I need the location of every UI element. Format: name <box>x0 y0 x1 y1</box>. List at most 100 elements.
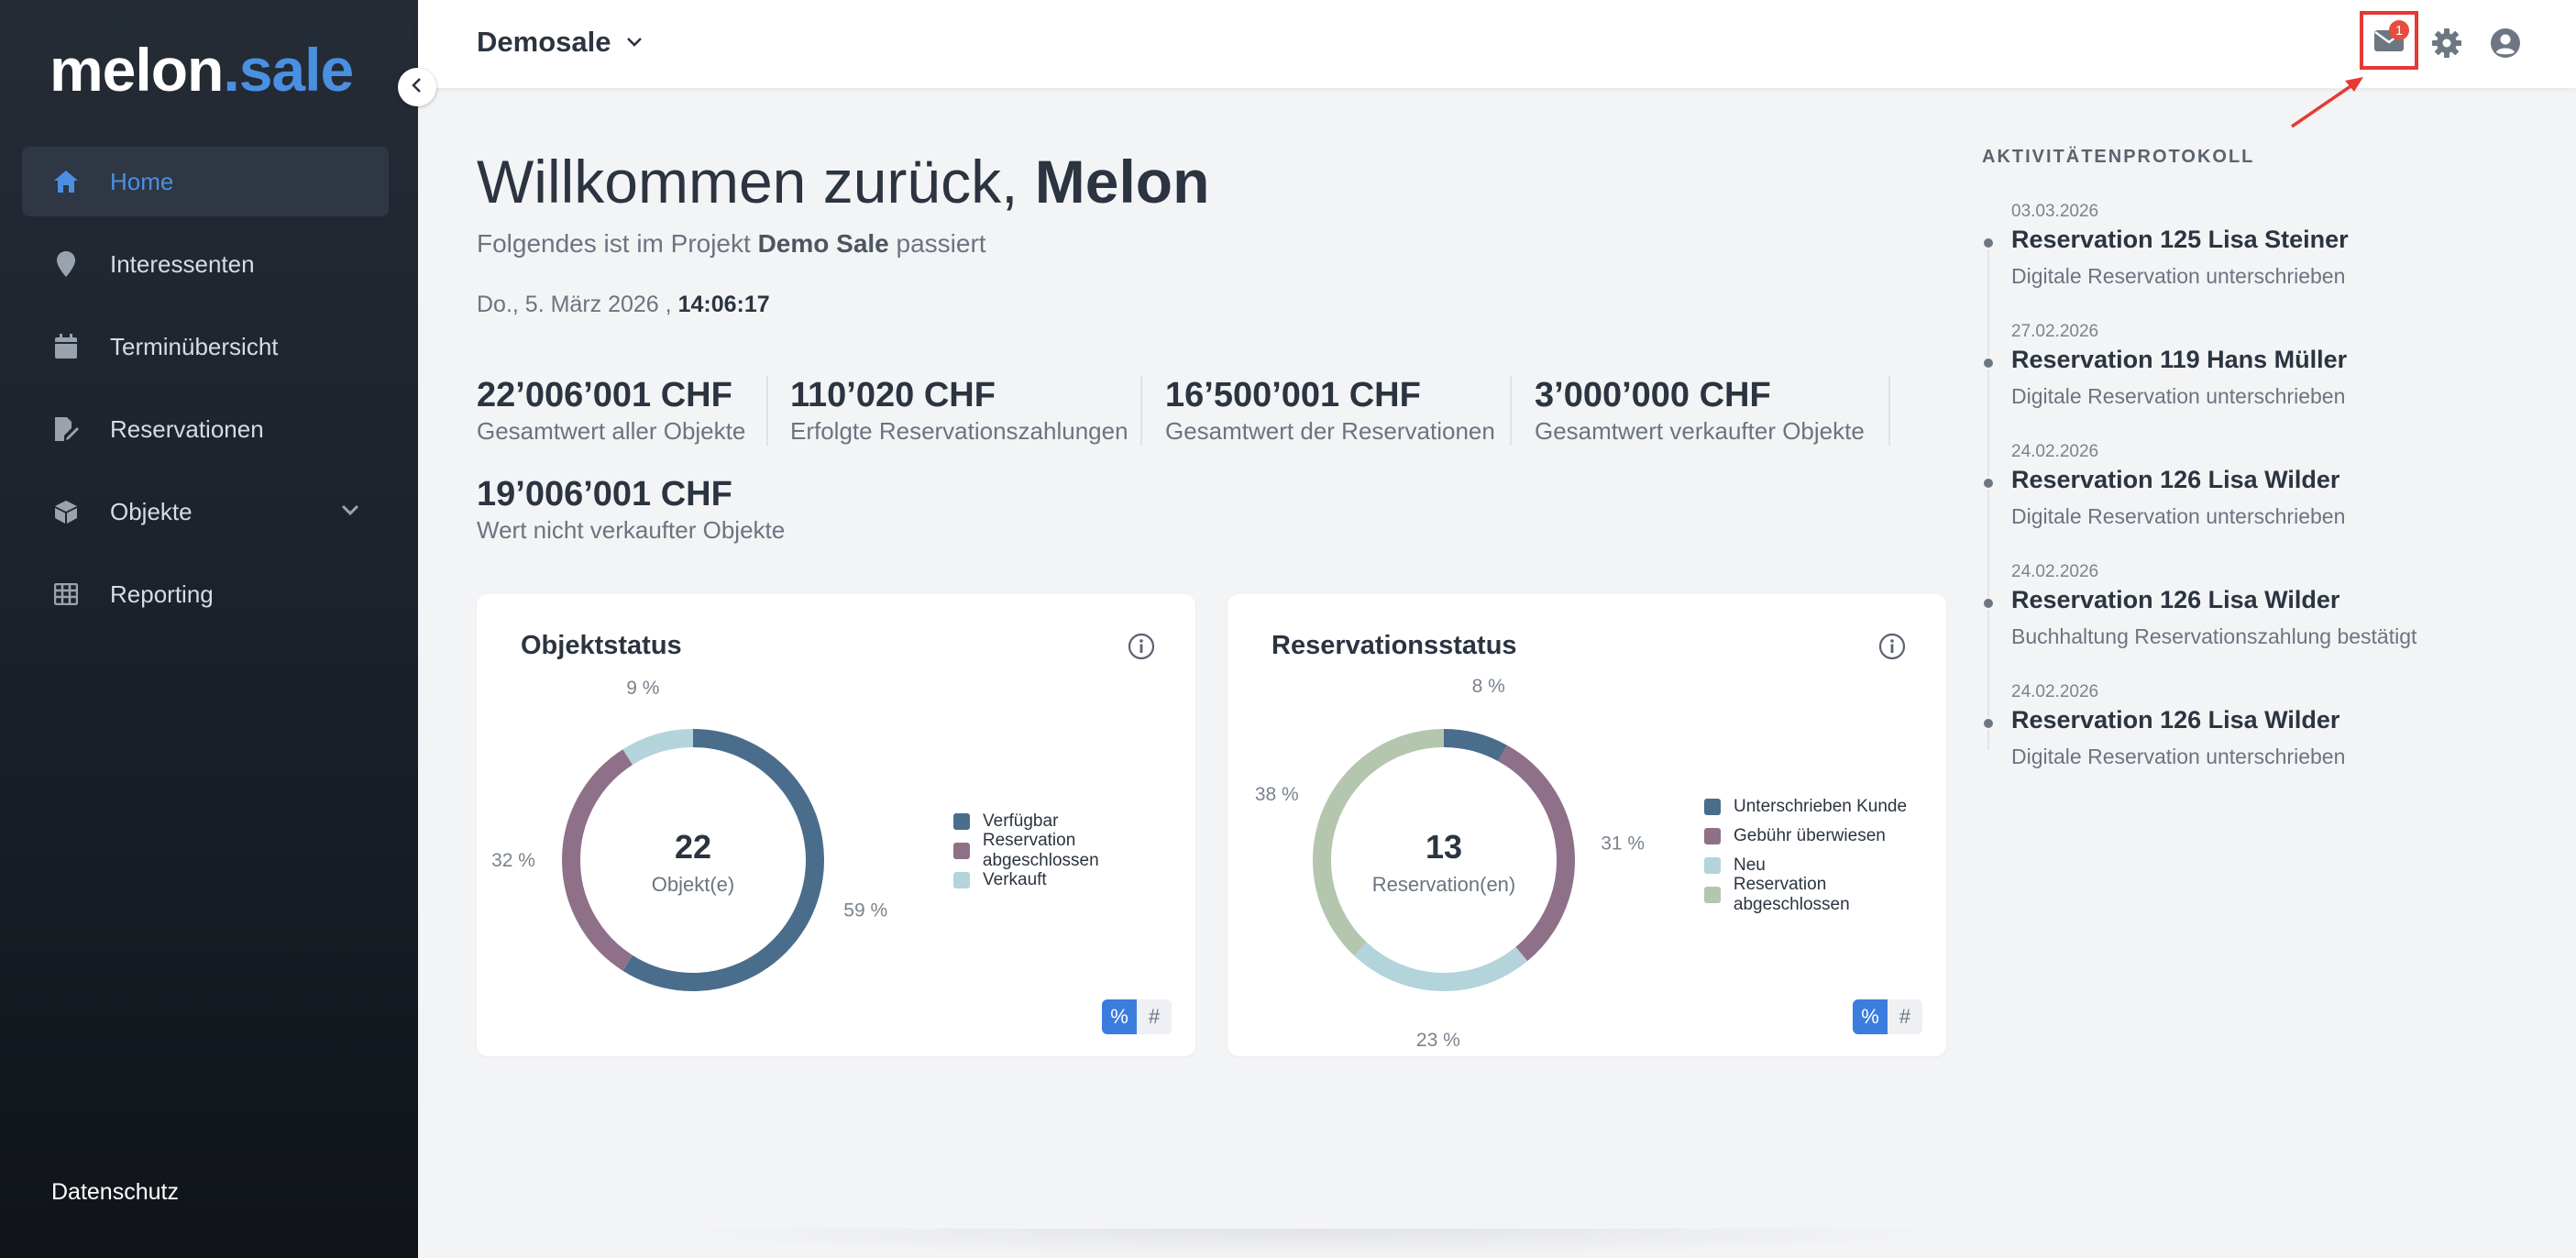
donut-center-value: 13 <box>1426 828 1462 866</box>
legend-swatch <box>1704 799 1721 815</box>
project-selector[interactable]: Demosale <box>477 26 644 59</box>
privacy-link[interactable]: Datenschutz <box>51 1179 179 1205</box>
activity-date: 24.02.2026 <box>2011 682 2099 701</box>
activity-description: Digitale Reservation unterschrieben <box>2011 264 2346 288</box>
objektstatus-donut-chart: 59 % 32 % 9 % 22 Objekt(e) <box>491 678 887 991</box>
legend-item[interactable]: Reservation abgeschlossen <box>953 831 1195 870</box>
count-toggle[interactable]: # <box>1888 999 1922 1034</box>
donut-slice[interactable] <box>1498 745 1575 962</box>
activity-title[interactable]: Reservation 119 Hans Müller <box>2011 346 2348 373</box>
chart-mode-toggle: % # <box>1853 999 1922 1034</box>
activity-title[interactable]: Reservation 126 Lisa Wilder <box>2011 466 2340 493</box>
activity-description: Digitale Reservation unterschrieben <box>2011 504 2346 528</box>
kpi-label: Gesamtwert verkaufter Objekte <box>1535 417 1865 445</box>
subtitle-pre: Folgendes ist im Projekt <box>477 229 751 258</box>
settings-button[interactable] <box>2426 22 2468 64</box>
sidebar-item-label: Home <box>110 167 174 195</box>
donut-center-value: 22 <box>675 828 711 866</box>
legend-item[interactable]: Unterschrieben Kunde <box>1704 792 1946 822</box>
kpi-reservation-payments: 110’020 CHF Erfolgte Reservationszahlung… <box>790 376 1128 446</box>
kpi-total-value: 22’006’001 CHF Gesamtwert aller Objekte <box>477 376 745 446</box>
legend-item[interactable]: Verkauft <box>953 866 1195 895</box>
kpi-label: Erfolgte Reservationszahlungen <box>790 417 1128 445</box>
topbar: Demosale 1 <box>418 0 2576 88</box>
kpi-unsold-value: 19’006’001 CHF Wert nicht verkaufter Obj… <box>477 475 785 545</box>
percent-toggle[interactable]: % <box>1853 999 1888 1034</box>
sidebar-item-reservationen[interactable]: Reservationen <box>22 394 389 464</box>
legend-item[interactable]: Reservation abgeschlossen <box>1704 875 1946 914</box>
legend-item[interactable]: Gebühr überwiesen <box>1704 822 1946 851</box>
chevron-left-icon <box>409 77 425 98</box>
activity-description: Digitale Reservation unterschrieben <box>2011 384 2346 408</box>
timeline-dot <box>1982 357 1995 370</box>
activity-log: AKTIVITÄTENPROTOKOLL 03.03.2026 Reservat… <box>1982 147 2495 768</box>
kpi-value: 16’500’001 CHF <box>1165 376 1421 414</box>
kpi-divider <box>1888 376 1890 446</box>
legend-label: Reservation abgeschlossen <box>982 831 1099 870</box>
percent-toggle[interactable]: % <box>1102 999 1137 1034</box>
legend-label: Gebühr überwiesen <box>1734 826 1886 845</box>
slice-percent-label: 59 % <box>843 900 887 921</box>
legend-label: Unterschrieben Kunde <box>1734 797 1908 816</box>
kpi-label: Wert nicht verkaufter Objekte <box>477 516 786 544</box>
count-toggle[interactable]: # <box>1137 999 1172 1034</box>
logo[interactable]: melon.sale <box>50 35 354 105</box>
chevron-down-icon[interactable] <box>339 499 361 527</box>
notifications-button[interactable]: 1 <box>2360 11 2418 70</box>
sidebar-item-home[interactable]: Home <box>22 147 389 216</box>
donut-center-label: Objekt(e) <box>652 873 734 896</box>
info-icon[interactable] <box>1878 633 1906 665</box>
sidebar-item-objekte[interactable]: Objekte <box>22 477 389 546</box>
donut-slice[interactable] <box>562 749 633 971</box>
page-title: Willkommen zurück, Melon <box>477 147 1209 216</box>
legend-swatch <box>953 872 970 888</box>
activity-description: Digitale Reservation unterschrieben <box>2011 745 2346 768</box>
sidebar-item-interessenten[interactable]: Interessenten <box>22 229 389 299</box>
kpi-value: 19’006’001 CHF <box>477 475 732 513</box>
current-date: Do., 5. März 2026 , <box>477 292 672 317</box>
sidebar-collapse-button[interactable] <box>398 68 436 106</box>
activity-date: 24.02.2026 <box>2011 442 2099 461</box>
donut-slice[interactable] <box>1313 729 1445 956</box>
signature-icon <box>51 414 81 444</box>
kpi-label: Gesamtwert aller Objekte <box>477 417 746 445</box>
donut-center-label: Reservation(en) <box>1372 873 1516 896</box>
chart-legend: Verfügbar Reservation abgeschlossen Verkau… <box>953 807 1195 895</box>
timeline-dot <box>1982 477 1995 490</box>
page-subtitle: Folgendes ist im Projekt Demo Sale passi… <box>477 229 986 259</box>
donut-slice[interactable] <box>622 729 694 766</box>
info-icon[interactable] <box>1128 633 1155 665</box>
legend-item[interactable]: Neu <box>1704 851 1946 880</box>
map-pin-icon <box>51 249 81 279</box>
sidebar: melon.sale Home Interessenten Terminüber… <box>0 0 418 1258</box>
kpi-divider <box>1510 376 1512 446</box>
user-menu-button[interactable] <box>2484 22 2526 64</box>
activity-title[interactable]: Reservation 125 Lisa Steiner <box>2011 226 2349 253</box>
legend-swatch <box>1704 887 1721 903</box>
sidebar-item-reporting[interactable]: Reporting <box>22 559 389 629</box>
donut-slice[interactable] <box>1354 942 1528 991</box>
timeline-dot <box>1982 597 1995 610</box>
notification-badge: 1 <box>2389 20 2409 40</box>
activity-date: 27.02.2026 <box>2011 322 2099 341</box>
sidebar-item-label: Interessenten <box>110 249 255 278</box>
legend-item[interactable]: Verfügbar <box>953 807 1195 836</box>
timeline-line <box>1987 237 1989 750</box>
home-icon <box>51 167 81 196</box>
sidebar-item-terminuebersicht[interactable]: Terminübersicht <box>22 312 389 381</box>
activity-title[interactable]: Reservation 126 Lisa Wilder <box>2011 586 2340 613</box>
donut-slice[interactable] <box>1443 729 1507 762</box>
sidebar-item-label: Reporting <box>110 579 214 608</box>
slice-percent-label: 9 % <box>626 678 659 699</box>
kpi-value: 3’000’000 CHF <box>1535 376 1771 414</box>
gear-icon <box>2432 28 2461 58</box>
kpi-reservation-value: 16’500’001 CHF Gesamtwert der Reservatio… <box>1165 376 1495 446</box>
activity-title[interactable]: Reservation 126 Lisa Wilder <box>2011 706 2340 734</box>
chart-legend: Unterschrieben Kunde Gebühr überwiesen Neu… <box>1704 792 1946 914</box>
legend-swatch <box>953 813 970 830</box>
donut-slice[interactable] <box>622 729 824 991</box>
reservationsstatus-card: Reservationsstatus 8 % 31 % 23 % 38 % 13 Rese… <box>1227 594 1946 1056</box>
slice-percent-label: 31 % <box>1601 833 1645 855</box>
chart-mode-toggle: % # <box>1102 999 1172 1034</box>
slice-percent-label: 8 % <box>1472 676 1505 697</box>
